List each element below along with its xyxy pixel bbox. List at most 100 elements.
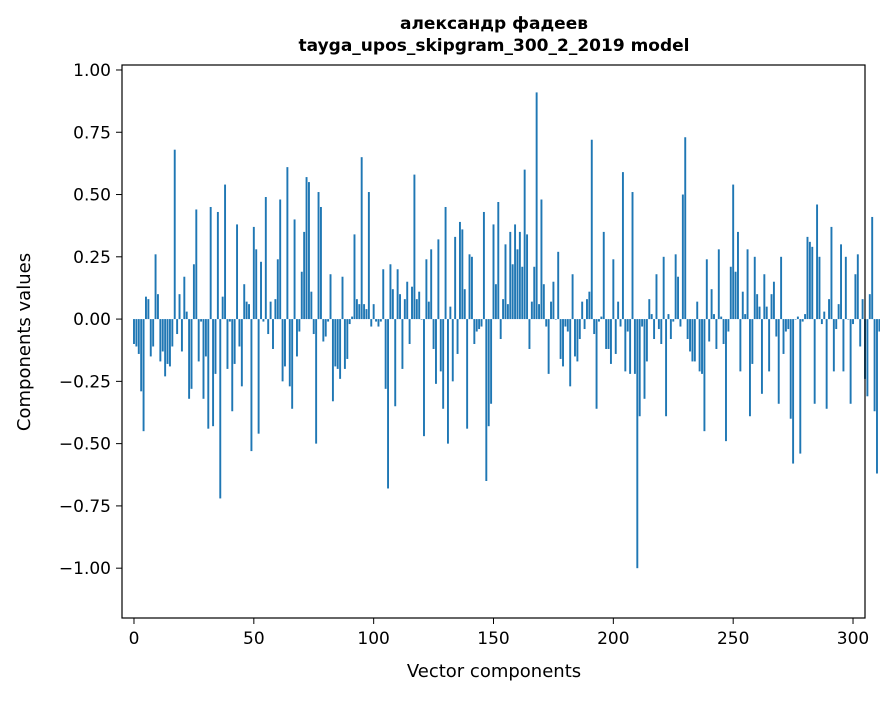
bar: [564, 319, 567, 327]
bar: [339, 319, 342, 379]
bar: [521, 266, 524, 320]
bar: [298, 319, 301, 332]
bar: [454, 236, 457, 320]
bars-group: [133, 92, 880, 569]
bar: [300, 271, 303, 320]
y-axis-ticks: −1.00 −0.75 −0.50 −0.25 0.00 0.25 0.50 0.75 1.00: [59, 61, 122, 579]
bar: [396, 269, 399, 320]
bar: [820, 319, 823, 325]
bar: [617, 301, 620, 320]
bar: [777, 319, 780, 404]
bar: [377, 319, 380, 327]
bar: [655, 274, 658, 320]
bar: [837, 304, 840, 320]
y-tick-label: 0.00: [73, 310, 111, 330]
bar: [447, 319, 449, 444]
bar: [423, 319, 425, 437]
bar: [559, 319, 562, 359]
bar: [725, 319, 727, 442]
bar: [435, 319, 437, 384]
bar: [185, 311, 188, 320]
bar: [801, 319, 804, 322]
bar: [406, 281, 409, 320]
bar: [243, 284, 246, 320]
bar: [221, 296, 224, 320]
y-tick-label: −1.00: [59, 559, 111, 579]
bar: [526, 234, 529, 320]
bar: [248, 304, 250, 320]
bar: [140, 319, 143, 392]
bar: [425, 259, 428, 320]
y-tick-label: 0.25: [73, 248, 111, 268]
bar: [674, 254, 677, 320]
x-tick-label: 300: [837, 629, 869, 649]
bar: [775, 319, 778, 337]
bar: [164, 319, 167, 377]
bar: [849, 319, 852, 404]
bar: [245, 301, 248, 320]
bar: [667, 314, 670, 320]
bar: [871, 216, 874, 320]
bar: [212, 319, 215, 427]
bar: [574, 319, 576, 357]
bar: [370, 319, 373, 327]
bar: [391, 289, 394, 320]
bar: [456, 319, 459, 354]
bar: [420, 319, 423, 320]
bar: [741, 291, 744, 320]
bar: [135, 319, 138, 347]
bar: [681, 194, 684, 320]
bar: [427, 301, 430, 320]
bar: [672, 319, 675, 322]
bar: [415, 299, 418, 320]
bar: [379, 319, 382, 322]
bar: [830, 226, 833, 320]
bar: [209, 206, 212, 320]
x-tick-label: 50: [243, 629, 265, 649]
bar: [665, 319, 668, 417]
bar: [238, 319, 241, 347]
bar: [200, 319, 203, 322]
bar: [514, 224, 517, 320]
bar: [152, 319, 155, 347]
bar: [324, 319, 327, 337]
bar: [351, 316, 354, 320]
bar: [701, 319, 703, 374]
bar: [411, 286, 413, 320]
bar: [497, 202, 500, 320]
bar: [753, 256, 756, 320]
chart-title-line-1: александр фадеев: [400, 14, 588, 34]
bar: [713, 314, 715, 320]
bar: [593, 319, 596, 335]
bar: [360, 157, 363, 320]
bar: [583, 319, 586, 330]
bar: [413, 174, 416, 320]
bar: [530, 301, 533, 320]
bar: [598, 319, 600, 322]
bar: [861, 299, 864, 320]
bar: [844, 256, 847, 320]
bar: [161, 319, 164, 352]
bar: [468, 254, 471, 320]
bar: [133, 319, 135, 344]
bar: [677, 276, 680, 320]
y-axis-label: Components values: [14, 253, 35, 431]
bar: [458, 221, 461, 320]
bar: [722, 319, 725, 344]
bar: [796, 316, 799, 320]
y-tick-label: −0.50: [59, 435, 111, 455]
bar: [147, 299, 150, 320]
bar: [636, 319, 639, 569]
bar: [310, 291, 313, 320]
bar: [715, 319, 718, 349]
bar: [154, 254, 157, 320]
x-tick-label: 100: [357, 629, 389, 649]
bar: [461, 229, 464, 320]
x-tick-label: 0: [129, 629, 140, 649]
bar: [763, 274, 766, 320]
bar: [749, 319, 751, 417]
x-tick-label: 150: [477, 629, 509, 649]
bar: [686, 319, 689, 340]
bar: [787, 319, 790, 330]
bar: [257, 319, 260, 434]
